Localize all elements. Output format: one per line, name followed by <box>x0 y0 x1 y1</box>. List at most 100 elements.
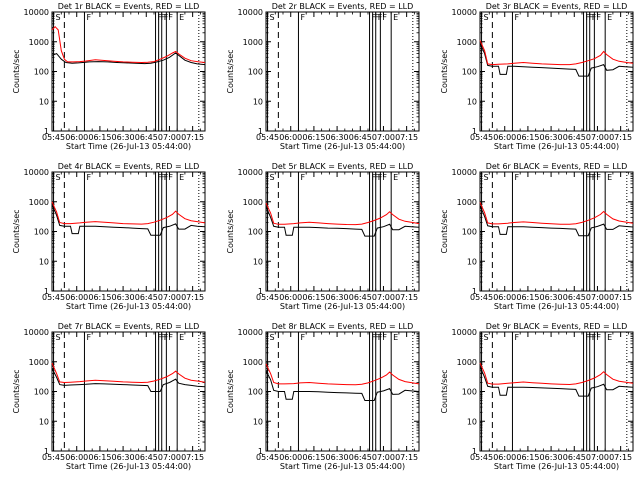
event-marker-label: F <box>375 333 380 342</box>
plot-frame <box>265 171 420 292</box>
y-tick-label: 100 <box>462 388 477 397</box>
event-marker-label: S <box>56 13 61 22</box>
y-tick-label: 100 <box>34 228 49 237</box>
x-axis-label: Start Time (26-Jul-13 05:44:00) <box>280 142 405 151</box>
series-line-events <box>51 368 206 392</box>
y-tick-label: 100 <box>248 68 263 77</box>
event-marker-label: S <box>484 173 489 182</box>
event-marker-label: F <box>300 173 305 182</box>
chart-title: Det 9r BLACK = Events, RED = LLD <box>486 322 628 331</box>
event-marker-label: F <box>86 333 91 342</box>
y-tick-label: 10 <box>253 257 263 266</box>
chart-title: Det 6r BLACK = Events, RED = LLD <box>486 162 628 171</box>
y-tick-label: 10 <box>39 97 49 106</box>
y-tick-label: 100 <box>248 228 263 237</box>
series-line-lld <box>479 202 634 225</box>
series-line-events <box>479 366 634 397</box>
event-marker-label: F <box>168 173 173 182</box>
y-tick-label: 10000 <box>452 168 477 177</box>
plot-frame <box>479 171 634 292</box>
y-tick-label: 1000 <box>29 38 49 47</box>
y-tick-label: 1 <box>258 127 263 136</box>
event-marker-label: S <box>56 173 61 182</box>
y-tick-label: 100 <box>248 388 263 397</box>
y-tick-label: 10000 <box>24 328 49 337</box>
chart-title: Det 8r BLACK = Events, RED = LLD <box>272 322 414 331</box>
event-marker-label: F <box>372 13 377 22</box>
event-marker-label: F <box>161 173 166 182</box>
series-line-events <box>51 204 206 236</box>
x-axis-label: Start Time (26-Jul-13 05:44:00) <box>494 302 619 311</box>
series-line-events <box>479 42 634 77</box>
x-tick-label: 06:15 <box>516 293 539 302</box>
x-tick-label: 06:30 <box>540 293 563 302</box>
y-tick-label: 1000 <box>29 358 49 367</box>
series-line-events <box>479 205 634 237</box>
y-tick-label: 10000 <box>24 168 49 177</box>
x-tick-label: 06:00 <box>279 453 302 462</box>
plot-frame <box>51 11 206 132</box>
chart-panel-8: Det 8r BLACK = Events, RED = LLD 1 10 100 10… <box>226 322 420 471</box>
y-tick-label: 1000 <box>457 38 477 47</box>
x-tick-label: 05:45 <box>470 453 493 462</box>
plot-frame <box>265 11 420 132</box>
x-tick-label: 07:00 <box>372 453 395 462</box>
y-tick-label: 1 <box>472 287 477 296</box>
chart-title: Det 1r BLACK = Events, RED = LLD <box>58 2 200 11</box>
y-tick-label: 10000 <box>238 328 263 337</box>
x-axis-label: Start Time (26-Jul-13 05:44:00) <box>494 462 619 471</box>
x-tick-label: 06:00 <box>279 293 302 302</box>
event-marker-label: S <box>484 13 489 22</box>
x-tick-label: 06:30 <box>112 133 135 142</box>
x-tick-label: 05:45 <box>42 293 65 302</box>
event-marker-label: F <box>596 173 601 182</box>
event-marker-label: F <box>586 173 591 182</box>
event-marker-label: F <box>586 13 591 22</box>
event-marker-label: F <box>596 333 601 342</box>
x-tick-label: 06:45 <box>349 453 372 462</box>
x-tick-label: 05:45 <box>42 133 65 142</box>
x-tick-label: 07:15 <box>181 453 204 462</box>
chart-panel-6: Det 6r BLACK = Events, RED = LLD 1 10 100 10… <box>440 162 634 311</box>
event-marker-label: E <box>607 333 612 342</box>
y-tick-label: 10 <box>39 417 49 426</box>
event-marker-label: E <box>607 173 612 182</box>
event-marker-label: F <box>514 13 519 22</box>
x-tick-label: 06:45 <box>135 293 158 302</box>
x-tick-label: 06:00 <box>65 453 88 462</box>
x-tick-label: 07:00 <box>586 293 609 302</box>
event-marker-label: F <box>596 13 601 22</box>
x-tick-label: 07:15 <box>181 133 204 142</box>
event-marker-label: S <box>56 333 61 342</box>
event-marker-label: F <box>168 13 173 22</box>
x-tick-label: 07:00 <box>586 133 609 142</box>
x-tick-label: 06:15 <box>88 293 111 302</box>
x-tick-label: 06:45 <box>349 293 372 302</box>
chart-panel-5: Det 5r BLACK = Events, RED = LLD 1 10 100 10… <box>226 162 420 311</box>
event-marker-label: F <box>158 173 163 182</box>
x-tick-label: 06:30 <box>540 453 563 462</box>
event-marker-label: F <box>86 173 91 182</box>
x-tick-label: 07:00 <box>158 293 181 302</box>
x-tick-label: 07:00 <box>158 453 181 462</box>
y-tick-label: 100 <box>34 68 49 77</box>
y-tick-label: 1 <box>44 127 49 136</box>
plot-frame <box>51 171 206 292</box>
event-marker-label: F <box>158 13 163 22</box>
x-tick-label: 06:45 <box>135 453 158 462</box>
y-tick-label: 10 <box>39 257 49 266</box>
x-tick-label: 06:30 <box>326 133 349 142</box>
y-tick-label: 1 <box>44 447 49 456</box>
event-marker-label: E <box>393 333 398 342</box>
event-marker-label: F <box>589 13 594 22</box>
x-tick-label: 07:00 <box>586 453 609 462</box>
series-line-events <box>265 206 420 237</box>
y-axis-label: Counts/sec <box>440 49 449 93</box>
y-tick-label: 10000 <box>238 168 263 177</box>
y-axis-label: Counts/sec <box>12 369 21 413</box>
series-line-lld <box>51 201 206 225</box>
chart-title: Det 4r BLACK = Events, RED = LLD <box>58 162 200 171</box>
y-tick-label: 100 <box>462 228 477 237</box>
x-tick-label: 06:45 <box>349 133 372 142</box>
y-tick-label: 10 <box>467 417 477 426</box>
